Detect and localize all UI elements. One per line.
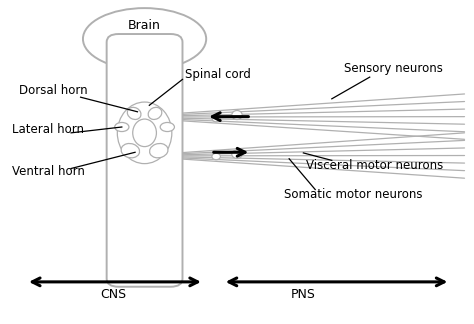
Ellipse shape: [117, 102, 172, 164]
FancyBboxPatch shape: [107, 34, 182, 287]
Ellipse shape: [212, 115, 220, 122]
Ellipse shape: [232, 110, 242, 120]
Text: Lateral horn: Lateral horn: [12, 123, 84, 136]
Text: Ventral horn: Ventral horn: [12, 165, 85, 178]
Text: Spinal cord: Spinal cord: [185, 68, 251, 81]
Text: Sensory neurons: Sensory neurons: [344, 62, 443, 75]
Text: PNS: PNS: [291, 288, 316, 301]
Text: Brain: Brain: [128, 19, 161, 32]
Text: CNS: CNS: [100, 288, 127, 301]
Ellipse shape: [115, 122, 129, 132]
Ellipse shape: [160, 122, 174, 132]
Ellipse shape: [212, 153, 220, 160]
Text: Visceral motor neurons: Visceral motor neurons: [306, 159, 443, 172]
Text: Somatic motor neurons: Somatic motor neurons: [284, 188, 422, 201]
Ellipse shape: [232, 150, 242, 158]
Ellipse shape: [121, 144, 139, 158]
Ellipse shape: [133, 119, 156, 147]
Ellipse shape: [148, 107, 162, 120]
Ellipse shape: [83, 8, 206, 70]
Ellipse shape: [128, 107, 141, 120]
Text: Dorsal horn: Dorsal horn: [19, 84, 88, 97]
Ellipse shape: [150, 144, 168, 158]
